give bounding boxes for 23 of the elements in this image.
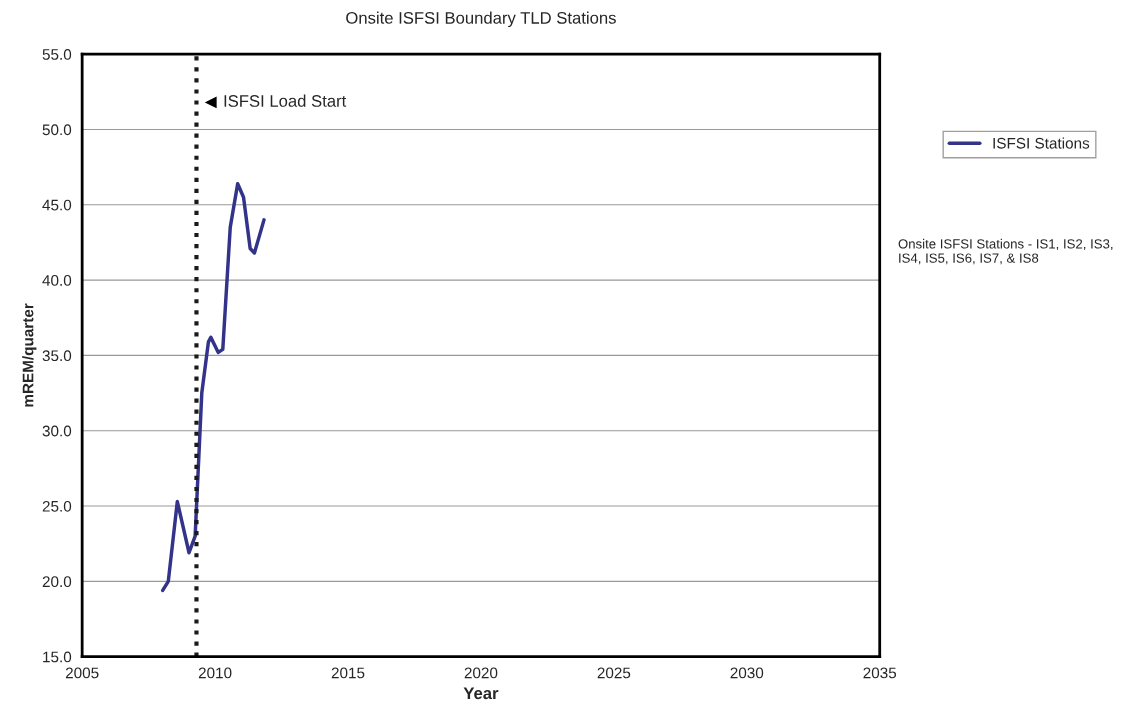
y-tick-label: 30.0 — [42, 425, 72, 437]
x-tick-label: 2015 — [331, 667, 365, 679]
text: Onsite ISFSI Stations - IS1, IS2, IS3, IS4, IS5, IS6, IS7, & IS8 — [898, 238, 1113, 265]
x-axis-title: Year — [463, 687, 499, 700]
chart-title: Onsite ISFSI Boundary TLD Stations — [346, 11, 616, 28]
legend-label: ISFSI Stations — [993, 137, 1090, 149]
y-tick-label: 45.0 — [42, 199, 72, 211]
x-tick-label: 2025 — [597, 667, 631, 679]
x-tick-label: 2035 — [863, 667, 897, 679]
y-tick-label: 35.0 — [42, 350, 72, 362]
y-tick-label: 55.0 — [42, 49, 72, 60]
y-axis-title: mREM/quarter — [22, 303, 37, 407]
x-tick-label: 2005 — [65, 667, 99, 679]
y-tick-label: 50.0 — [42, 124, 72, 136]
x-tick-label: 2010 — [198, 667, 232, 679]
x-tick-label: 2030 — [730, 667, 764, 679]
y-tick-label: 40.0 — [42, 274, 72, 286]
line-series — [160, 181, 266, 593]
y-tick-label: 25.0 — [42, 500, 72, 512]
y-tick-label: 15.0 — [43, 651, 72, 663]
x-tick-label: 2020 — [464, 667, 498, 679]
ref-line-label: ISFSI Load Start — [224, 94, 347, 107]
y-tick-label: 20.0 — [42, 576, 72, 588]
